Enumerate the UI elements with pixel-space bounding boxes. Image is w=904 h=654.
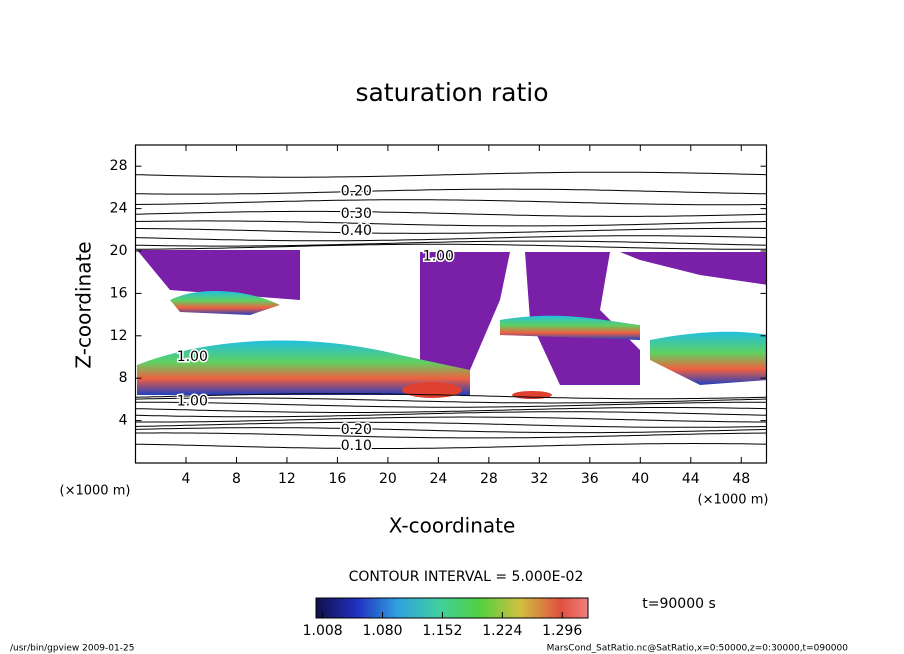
annotation: CONTOUR INTERVAL = 5.000E-02: [349, 569, 584, 585]
contour-line: [135, 397, 767, 404]
x-tick-label: 20: [379, 471, 397, 487]
x-tick-label: 8: [232, 471, 241, 487]
region: [620, 252, 767, 285]
contour-label: 0.30: [341, 206, 372, 222]
region: [650, 331, 767, 385]
y-tick-label: 12: [110, 328, 128, 344]
y-tick-label: 20: [110, 243, 128, 259]
contour-line: [135, 220, 767, 227]
contour-label: 1.00: [423, 248, 454, 264]
x-tick-label: 44: [682, 471, 700, 487]
y-tick-label: 28: [110, 158, 128, 174]
contour-label: 0.20: [341, 422, 372, 438]
contour-line: [135, 188, 767, 195]
contour-line: [135, 210, 767, 217]
contour-line: [135, 199, 767, 206]
contour-label: 0.20: [341, 184, 372, 200]
colorbar-tick-label: 1.080: [362, 623, 402, 639]
contour-line: [135, 432, 767, 439]
contour-line: [135, 401, 767, 408]
contour-label: 0.10: [341, 438, 372, 454]
region: [420, 252, 510, 370]
colorbar-tick-label: 1.152: [422, 623, 462, 639]
contour-line: [135, 427, 767, 434]
footer: MarsCond_SatRatio.nc@SatRatio,x=0:50000,…: [547, 644, 849, 654]
chart-title: saturation ratio: [355, 78, 548, 107]
contour-label: 1.00: [177, 394, 208, 410]
contour-label: 1.00: [177, 349, 208, 365]
colorbar-tick-label: 1.296: [542, 623, 582, 639]
x-axis-label: X-coordinate: [389, 514, 516, 538]
region: [137, 250, 300, 300]
x-unit: (×1000 m): [60, 484, 131, 499]
y-axis-label: Z-coordinate: [72, 241, 96, 368]
plot-frame: [134, 144, 768, 464]
colorbar-tick-label: 1.224: [482, 623, 522, 639]
x-tick-label: 32: [530, 471, 548, 487]
region: [137, 340, 470, 395]
contour-line: [135, 235, 767, 242]
colorbar: [315, 597, 589, 619]
x-tick-label: 48: [732, 471, 750, 487]
y-tick-label: 8: [119, 370, 128, 386]
footer: /usr/bin/gpview 2009-01-25: [10, 644, 134, 654]
x-tick-label: 4: [182, 471, 191, 487]
x-unit: (×1000 m): [698, 493, 769, 508]
x-tick-label: 28: [480, 471, 498, 487]
contour-line: [135, 171, 767, 178]
contour-line: [135, 421, 767, 428]
y-tick-label: 16: [110, 285, 128, 301]
x-tick-label: 36: [581, 471, 599, 487]
contour-line: [135, 416, 767, 423]
time-label: t=90000 s: [642, 596, 716, 612]
contour-line: [135, 407, 767, 413]
contour-line: [135, 227, 767, 234]
region: [500, 315, 640, 340]
contour-label: 0.40: [341, 223, 372, 239]
contour-line: [135, 443, 767, 449]
x-tick-label: 40: [631, 471, 649, 487]
contour-line: [135, 393, 767, 400]
contour-line: [135, 411, 767, 418]
y-tick-label: 4: [119, 413, 128, 429]
contour-line: [135, 240, 767, 247]
x-tick-label: 16: [329, 471, 347, 487]
y-tick-label: 24: [110, 201, 128, 217]
contour-line: [135, 243, 767, 250]
field: [137, 250, 767, 399]
region: [170, 290, 280, 315]
x-tick-label: 12: [278, 471, 296, 487]
x-tick-label: 24: [429, 471, 447, 487]
colorbar-tick-label: 1.008: [303, 623, 343, 639]
